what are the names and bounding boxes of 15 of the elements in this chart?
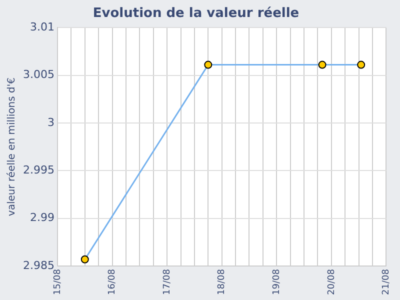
y-tick-label: 3.01 [30,20,54,34]
x-tick-label: 18/08 [217,268,228,295]
x-tick-label: 16/08 [108,268,118,295]
x-tick-label: 19/08 [272,268,282,295]
x-tick-label: 20/08 [326,268,337,295]
y-tick-label: 2.99 [30,211,54,224]
y-tick-label: 3 [47,116,54,129]
y-tick-label: 2.985 [22,258,54,272]
chart-title: Evolution de la valeur réelle [92,6,300,22]
x-tick-label: 21/08 [382,268,392,295]
y-tick-label: 3.005 [22,68,54,82]
x-tick-label: 17/08 [162,268,172,295]
y-tick-label: 2.995 [22,164,54,177]
y-axis-title: valeur réelle en millions d'€ [6,78,18,216]
x-tick-label: 15/08 [52,268,63,295]
